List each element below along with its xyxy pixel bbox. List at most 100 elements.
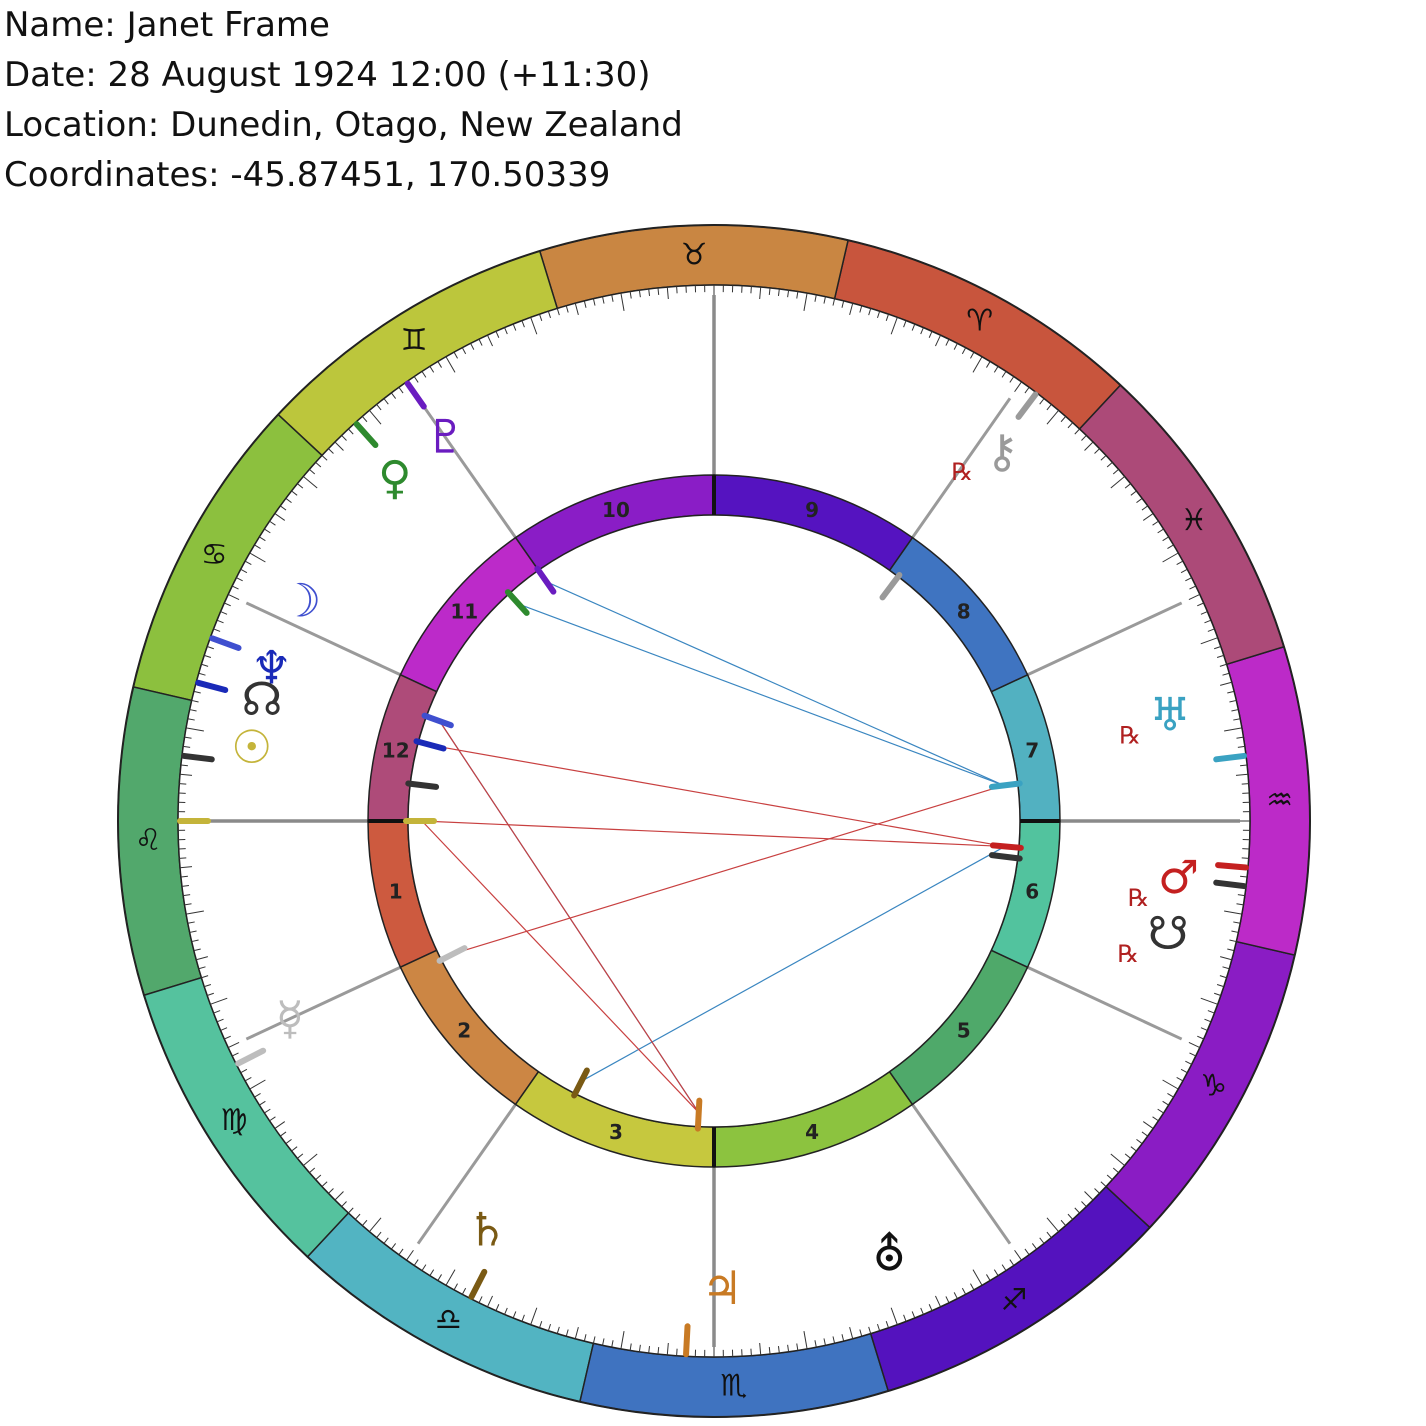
jupiter-outer-marker xyxy=(683,1323,691,1358)
capricorn-glyph: ♑ xyxy=(1200,1069,1227,1104)
house-number: 5 xyxy=(957,1019,971,1043)
neptune-icon: ♆ xyxy=(251,641,292,695)
retrograde-marker: ℞ xyxy=(1119,722,1141,750)
house-cusp-6 xyxy=(1026,965,1183,1041)
chiron-icon: ⚷℞ xyxy=(951,424,1019,486)
house-cusp-5 xyxy=(911,1103,1012,1245)
sagittarius-glyph: ♐ xyxy=(1000,1283,1027,1318)
house-number: 11 xyxy=(450,599,478,623)
mars-outer-marker xyxy=(1215,862,1249,871)
cancer-glyph: ♋ xyxy=(201,537,228,572)
mercury-icon: ☿ xyxy=(276,991,304,1045)
planet-position-markers xyxy=(177,380,1249,1358)
north-node-glyph: ☊ xyxy=(242,672,283,726)
house-number: 12 xyxy=(382,738,410,762)
gemini-glyph: ♊ xyxy=(401,323,428,358)
mars-icon: ♂℞ xyxy=(1128,850,1199,912)
sun-icon: ☉ xyxy=(231,720,272,774)
moon-inner-marker xyxy=(421,712,454,729)
north-node-outer-marker xyxy=(180,752,215,763)
part-of-fortune-icon: ⛢ xyxy=(872,1227,906,1281)
chiron-outer-marker xyxy=(1015,391,1039,420)
north-node-inner-marker xyxy=(405,780,440,790)
venus-glyph: ♀ xyxy=(378,451,412,505)
mercury-glyph: ☿ xyxy=(276,991,304,1045)
part-of-fortune-glyph: ⛢ xyxy=(872,1227,906,1281)
date-line: Date: 28 August 1924 12:00 (+11:30) xyxy=(4,55,651,95)
saturn-inner-marker xyxy=(571,1067,590,1099)
saturn-outer-marker xyxy=(468,1268,488,1300)
house-number: 1 xyxy=(389,880,403,904)
scorpio-glyph: ♏ xyxy=(720,1369,747,1404)
uranus-inner-marker xyxy=(988,780,1023,790)
aspect-lines xyxy=(421,581,1006,1114)
aspect-sun-mars xyxy=(421,820,1005,848)
pluto-glyph: ♇ xyxy=(425,410,466,464)
neptune-glyph: ♆ xyxy=(251,641,292,695)
uranus-glyph: ♅ xyxy=(1149,688,1190,742)
name-line: Name: Janet Frame xyxy=(4,5,330,45)
neptune-outer-marker xyxy=(195,679,229,694)
house-number: 3 xyxy=(609,1120,623,1144)
saturn-icon: ♄ xyxy=(466,1202,507,1256)
south-node-icon: ☋℞ xyxy=(1117,906,1188,968)
degree-scale xyxy=(178,285,1250,1357)
pluto-inner-marker xyxy=(534,565,557,595)
virgo-glyph: ♍ xyxy=(221,1103,248,1138)
aspect-sun-jupiter xyxy=(421,820,700,1114)
taurus-glyph: ♉ xyxy=(681,237,708,272)
south-node-outer-marker xyxy=(1213,879,1248,890)
house-number: 2 xyxy=(457,1019,471,1043)
aries-glyph: ♈ xyxy=(966,303,993,338)
leo-glyph: ♌ xyxy=(135,823,162,858)
uranus-outer-marker xyxy=(1213,752,1248,763)
aspect-neptune-mars xyxy=(431,744,1005,848)
mercury-outer-marker xyxy=(235,1047,267,1067)
house-number: 9 xyxy=(805,498,819,522)
jupiter-inner-marker xyxy=(694,1097,703,1132)
south-node-glyph: ☋ xyxy=(1148,906,1189,960)
house-cusp-11 xyxy=(416,397,517,539)
planet-glyphs: ☉☽☿♀♂℞♃♄♅℞♆♇ ⚷℞☊☋℞⛢ xyxy=(231,410,1199,1315)
aspect-venus-uranus xyxy=(518,603,1005,786)
north-node-icon: ☊ xyxy=(242,672,283,726)
location-line: Location: Dunedin, Otago, New Zealand xyxy=(4,105,683,145)
house-cusp-9 xyxy=(911,397,1012,539)
house-number: 8 xyxy=(957,599,971,623)
house-cusp-2 xyxy=(245,965,402,1041)
pisces-glyph: ♓ xyxy=(1181,503,1208,538)
moon-outer-marker xyxy=(209,635,242,651)
chiron-inner-marker xyxy=(879,572,903,601)
moon-icon: ☽ xyxy=(280,573,321,627)
mars-glyph: ♂ xyxy=(1158,850,1199,904)
aquarius-glyph: ♒ xyxy=(1266,783,1293,818)
house-cusp-lines xyxy=(188,295,1240,1347)
aspect-mercury-uranus xyxy=(453,784,1004,955)
house-cusp-8 xyxy=(1026,601,1183,677)
house-number: 4 xyxy=(805,1120,819,1144)
chiron-glyph: ⚷ xyxy=(985,424,1019,478)
south-node-inner-marker xyxy=(988,852,1023,862)
jupiter-icon: ♃ xyxy=(702,1261,743,1315)
chart-header: Name: Janet Frame Date: 28 August 1924 1… xyxy=(4,0,683,200)
retrograde-marker: ℞ xyxy=(1128,884,1150,912)
aspect-moon-jupiter xyxy=(439,720,700,1113)
jupiter-glyph: ♃ xyxy=(702,1261,743,1315)
saturn-glyph: ♄ xyxy=(466,1202,507,1256)
retrograde-marker: ℞ xyxy=(951,458,973,486)
neptune-inner-marker xyxy=(413,738,447,752)
house-number: 6 xyxy=(1025,880,1039,904)
libra-glyph: ♎ xyxy=(435,1303,462,1338)
venus-icon: ♀ xyxy=(378,451,412,505)
pluto-outer-marker xyxy=(404,380,427,410)
moon-glyph: ☽ xyxy=(280,573,321,627)
mars-inner-marker xyxy=(989,842,1024,851)
sun-glyph: ☉ xyxy=(231,720,272,774)
pluto-icon: ♇ xyxy=(425,410,466,464)
coordinates-line: Coordinates: -45.87451, 170.50339 xyxy=(4,155,611,195)
retrograde-marker: ℞ xyxy=(1117,940,1139,968)
house-cusp-3 xyxy=(416,1103,517,1245)
house-cusp-12 xyxy=(245,601,402,677)
